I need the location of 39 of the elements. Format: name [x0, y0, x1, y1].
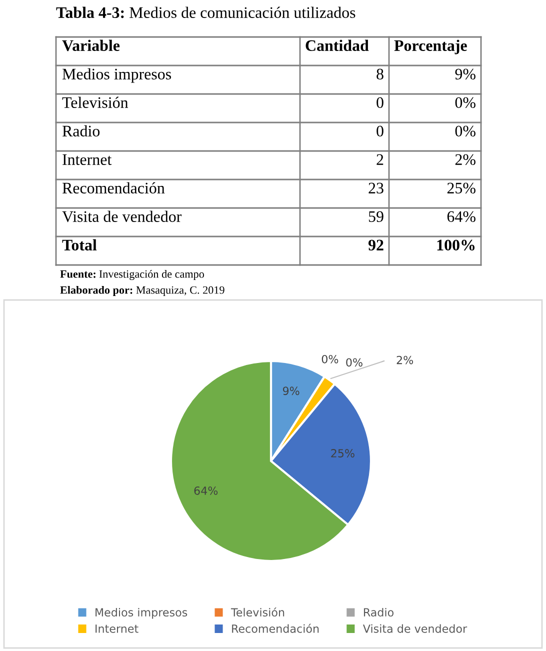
text: Variable	[62, 40, 120, 52]
text: Total	[62, 239, 97, 250]
data-label: 9%	[282, 386, 300, 396]
legend-label: Televisión	[230, 607, 284, 617]
text: 59	[368, 211, 384, 222]
data-label: 64%	[194, 486, 218, 495]
text: Porcentaje	[394, 40, 467, 54]
category-label: Radio	[62, 125, 100, 136]
text: 2	[376, 154, 384, 165]
text: 0%	[455, 126, 476, 137]
text: 0%	[346, 358, 362, 367]
legend-label: Internet	[96, 624, 138, 633]
text: 100%	[437, 240, 475, 251]
text: 0%	[455, 97, 476, 108]
text: 2%	[455, 154, 476, 166]
text: 23	[368, 182, 384, 194]
legend-label: Visita de vendedor	[362, 624, 468, 633]
legend-label: Medios impresos	[96, 608, 188, 619]
text: 0	[376, 97, 384, 108]
text: 25%	[447, 182, 476, 194]
text: 0%	[322, 354, 338, 364]
legend-label: Recomendación	[232, 624, 319, 633]
legend-label: Radio	[364, 608, 394, 617]
text: 9%	[455, 68, 476, 80]
source-note: Fuente: Investigación de campo	[60, 270, 204, 280]
data-label: 25%	[331, 449, 354, 458]
category-label: Medios impresos	[62, 68, 172, 83]
text: 0	[376, 126, 384, 136]
text: 64%	[447, 211, 476, 222]
data-label: 2%	[396, 356, 414, 364]
category-label: Televisión	[62, 96, 128, 108]
category-label: Visita de vendedor	[62, 210, 182, 222]
text: Elaborado por: Masaquiza, C. 2019	[60, 286, 224, 296]
text: Cantidad	[306, 40, 369, 51]
category-label: Internet	[62, 154, 112, 165]
text: 8	[376, 68, 384, 80]
text: 92	[368, 240, 384, 250]
chart-title: Tabla 4-3: Medios de comunicación utilizados	[56, 6, 356, 18]
category-label: Recomendación	[62, 182, 165, 194]
